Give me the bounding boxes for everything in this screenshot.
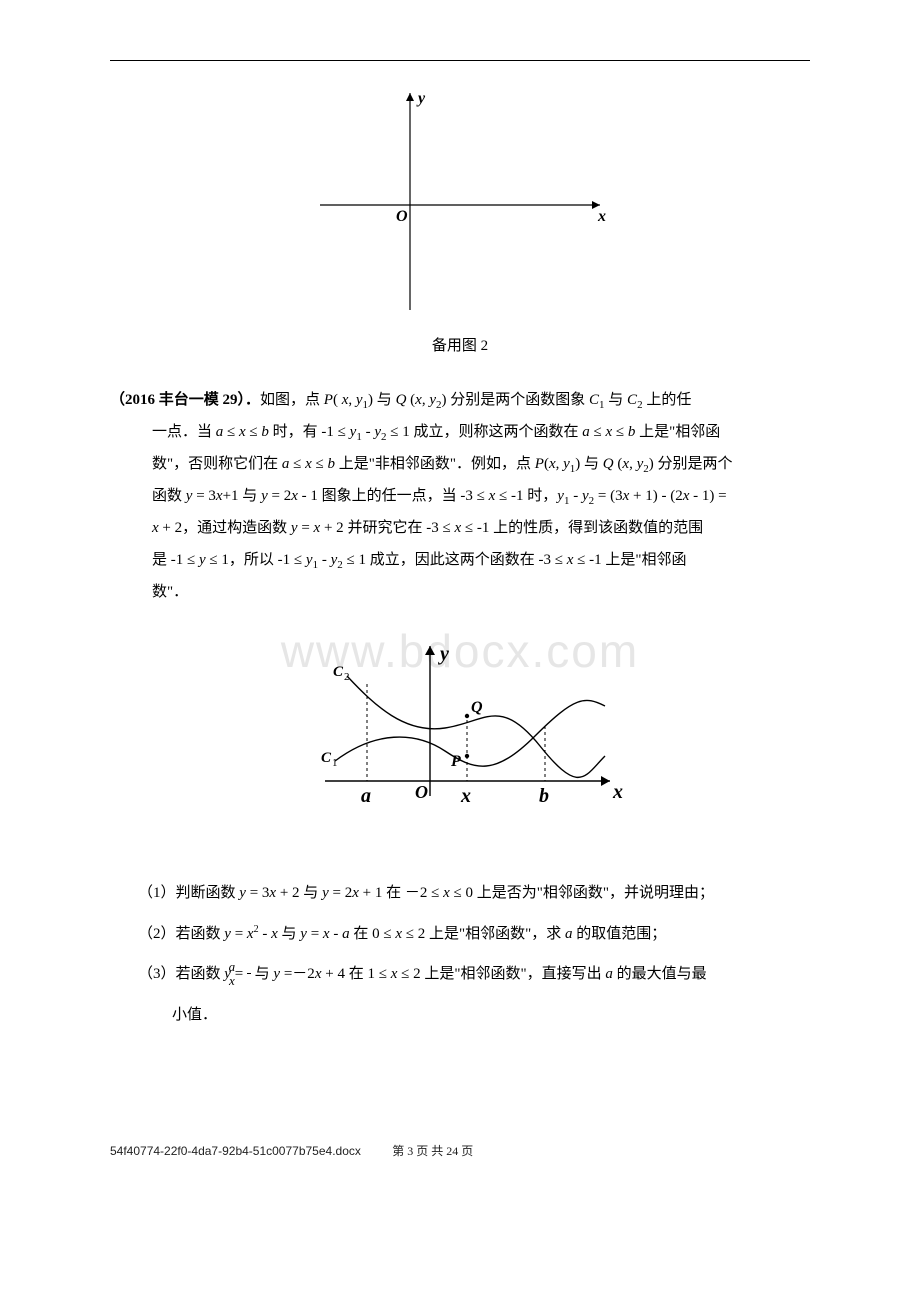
curves-svg: O x y a b x P Q C 1 C 2 xyxy=(295,636,625,826)
problem-statement: （2016 丰台一模 29）．如图，点 P( x, y1) 与 Q (x, y2… xyxy=(110,385,810,608)
svg-text:O: O xyxy=(415,782,428,802)
question-3: （3）若函数 y = ax 与 y =－2x + 4 在 1 ≤ x ≤ 2 上… xyxy=(110,957,810,992)
footer-page-number: 第 3 页 共 24 页 xyxy=(392,1144,473,1158)
page-footer: 54f40774-22f0-4da7-92b4-51c0077b75e4.doc… xyxy=(110,1142,810,1159)
svg-text:Q: Q xyxy=(471,699,483,716)
footer-filename: 54f40774-22f0-4da7-92b4-51c0077b75e4.doc… xyxy=(110,1144,361,1158)
axes-svg-1: y x O xyxy=(310,85,610,315)
problem-line-2: 一点．当 a ≤ x ≤ b 时，有 -1 ≤ y1 - y2 ≤ 1 成立，则… xyxy=(110,417,810,449)
sub-questions: （1）判断函数 y = 3x + 2 与 y = 2x + 1 在 －2 ≤ x… xyxy=(110,876,810,1032)
figure-1-caption: 备用图 2 xyxy=(110,334,810,355)
figure-2-wrap: www.bdocx.com O x y xyxy=(110,618,810,838)
document-page: y x O 备用图 2 （2016 丰台一模 29）．如图，点 P( x, y1… xyxy=(0,0,920,1189)
svg-text:a: a xyxy=(361,785,371,807)
y-axis-label: y xyxy=(416,90,426,107)
svg-text:x: x xyxy=(460,785,471,807)
question-1: （1）判断函数 y = 3x + 2 与 y = 2x + 1 在 －2 ≤ x… xyxy=(110,876,810,911)
problem-line-1: （2016 丰台一模 29）．如图，点 P( x, y1) 与 Q (x, y2… xyxy=(110,385,810,417)
problem-line-7: 数"． xyxy=(110,577,810,609)
question-3-cont: 小值． xyxy=(110,998,810,1033)
figure-1: y x O xyxy=(110,85,810,320)
problem-line-3: 数"，否则称它们在 a ≤ x ≤ b 上是"非相邻函数"．例如，点 P(x, … xyxy=(110,449,810,481)
svg-text:b: b xyxy=(539,785,549,807)
svg-text:x: x xyxy=(612,781,623,803)
svg-text:C: C xyxy=(321,750,332,766)
problem-line-4: 函数 y = 3x+1 与 y = 2x - 1 图象上的任一点，当 -3 ≤ … xyxy=(110,481,810,513)
problem-line-6: 是 -1 ≤ y ≤ 1，所以 -1 ≤ y1 - y2 ≤ 1 成立，因此这两… xyxy=(110,545,810,577)
svg-text:2: 2 xyxy=(344,671,350,683)
header-rule xyxy=(110,60,810,61)
svg-text:C: C xyxy=(333,664,344,680)
origin-label: O xyxy=(396,208,408,225)
svg-text:1: 1 xyxy=(332,757,338,769)
svg-text:P: P xyxy=(450,753,461,770)
question-2: （2）若函数 y = x2 - x 与 y = x - a 在 0 ≤ x ≤ … xyxy=(110,917,810,952)
x-axis-label: x xyxy=(597,208,606,225)
problem-line-5: x + 2，通过构造函数 y = x + 2 并研究它在 -3 ≤ x ≤ -1… xyxy=(110,513,810,545)
svg-text:y: y xyxy=(438,643,449,665)
